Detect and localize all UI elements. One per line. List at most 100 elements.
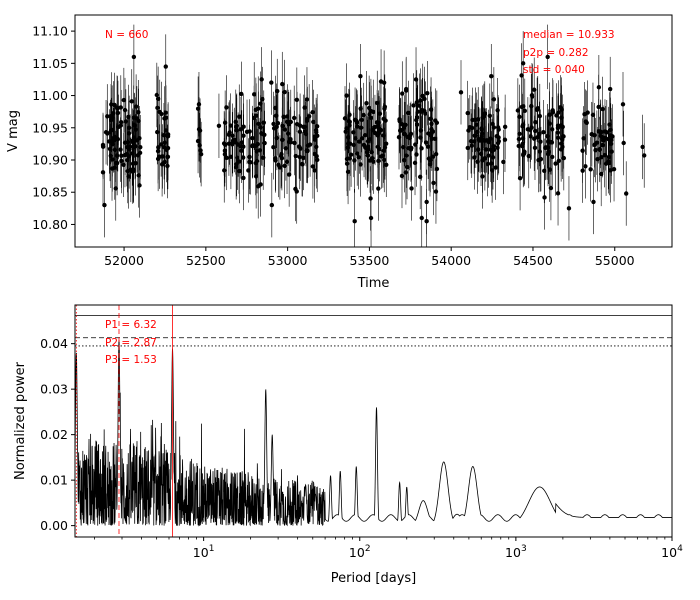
- data-point: [558, 147, 564, 152]
- data-point: [118, 105, 124, 110]
- data-point: [136, 118, 141, 124]
- data-point: [433, 189, 439, 194]
- data-point: [274, 124, 279, 130]
- data-point: [515, 108, 521, 113]
- data-point: [118, 120, 124, 125]
- data-point: [375, 123, 381, 128]
- data-point: [600, 106, 605, 112]
- data-point: [195, 106, 201, 111]
- data-point: [133, 104, 139, 109]
- data-point: [596, 104, 601, 110]
- data-point: [121, 162, 126, 167]
- light-curve-frame: [74, 14, 673, 248]
- data-point: [311, 119, 316, 125]
- data-point: [376, 158, 381, 164]
- data-point: [165, 134, 171, 139]
- data-point: [159, 162, 165, 167]
- data-point: [478, 151, 484, 157]
- data-point: [285, 114, 290, 119]
- data-point: [485, 161, 490, 167]
- data-point: [519, 73, 524, 78]
- y-tick-label: 11.00: [32, 88, 68, 103]
- data-point: [312, 168, 317, 173]
- data-point: [409, 186, 414, 191]
- data-point: [310, 164, 316, 169]
- data-point: [109, 102, 114, 107]
- data-point: [588, 167, 593, 172]
- x-tick-label: 52500: [186, 253, 226, 268]
- data-point: [257, 148, 263, 153]
- data-point: [400, 91, 405, 96]
- data-point: [398, 127, 403, 133]
- data-point: [369, 149, 374, 155]
- data-point: [163, 128, 169, 133]
- data-point: [255, 141, 260, 147]
- data-point: [495, 140, 501, 146]
- data-point: [608, 141, 614, 147]
- data-point: [488, 136, 493, 141]
- data-point: [528, 134, 533, 139]
- data-point: [406, 110, 411, 116]
- data-point: [408, 131, 414, 137]
- data-point: [366, 105, 372, 111]
- y-tick-label: 11.10: [32, 24, 68, 39]
- data-point: [417, 174, 423, 180]
- data-point: [431, 180, 436, 186]
- data-point: [424, 219, 429, 224]
- data-point: [593, 147, 598, 153]
- data-point: [342, 116, 348, 121]
- data-point: [378, 127, 384, 133]
- data-point: [113, 160, 119, 166]
- light-curve-y-ticks: 10.80 10.85 10.90 10.95 11.00 11.05 11.10: [32, 24, 75, 232]
- x-tick-label: 53500: [350, 253, 390, 268]
- data-point: [527, 127, 533, 132]
- data-point: [260, 96, 265, 102]
- data-point: [487, 113, 493, 118]
- data-point: [302, 129, 308, 134]
- data-point: [109, 166, 115, 171]
- data-point: [286, 172, 292, 177]
- p2-annotation: P2 = 2.87: [105, 337, 157, 349]
- data-point: [520, 61, 526, 66]
- data-point: [434, 166, 440, 172]
- data-point: [608, 168, 613, 173]
- data-point: [259, 77, 264, 82]
- data-point: [162, 116, 167, 121]
- periodogram-x-ticks: 101 102 103 104: [94, 537, 683, 560]
- data-point: [640, 144, 645, 150]
- p2p-annotation: p2p = 0.282: [523, 47, 589, 59]
- y-tick-label: 0.02: [40, 427, 68, 442]
- data-point: [466, 128, 471, 133]
- data-point: [495, 108, 500, 113]
- y-tick-label: 10.90: [32, 153, 68, 168]
- data-point: [119, 158, 124, 164]
- data-point: [304, 97, 310, 102]
- periodogram-curve: [75, 339, 672, 527]
- data-point: [241, 133, 246, 138]
- data-point: [607, 86, 613, 92]
- data-point: [423, 140, 429, 145]
- data-point: [559, 107, 564, 112]
- data-point: [226, 132, 232, 137]
- data-point: [368, 215, 374, 221]
- period-markers: [75, 305, 173, 537]
- data-point: [481, 113, 487, 119]
- x-tick-label: 52000: [104, 253, 144, 268]
- data-point: [239, 140, 245, 145]
- data-point: [580, 148, 585, 153]
- data-point: [367, 112, 372, 117]
- data-point: [108, 129, 113, 135]
- data-point: [239, 148, 244, 153]
- data-point: [621, 140, 626, 146]
- data-point: [347, 112, 352, 117]
- data-point: [292, 140, 297, 146]
- data-point: [465, 145, 470, 151]
- data-point: [486, 153, 491, 158]
- data-point: [274, 113, 279, 118]
- data-point: [556, 158, 562, 164]
- data-point: [419, 215, 424, 221]
- data-point: [534, 107, 540, 113]
- data-point: [545, 54, 550, 60]
- x-tick-label: 102: [349, 544, 371, 560]
